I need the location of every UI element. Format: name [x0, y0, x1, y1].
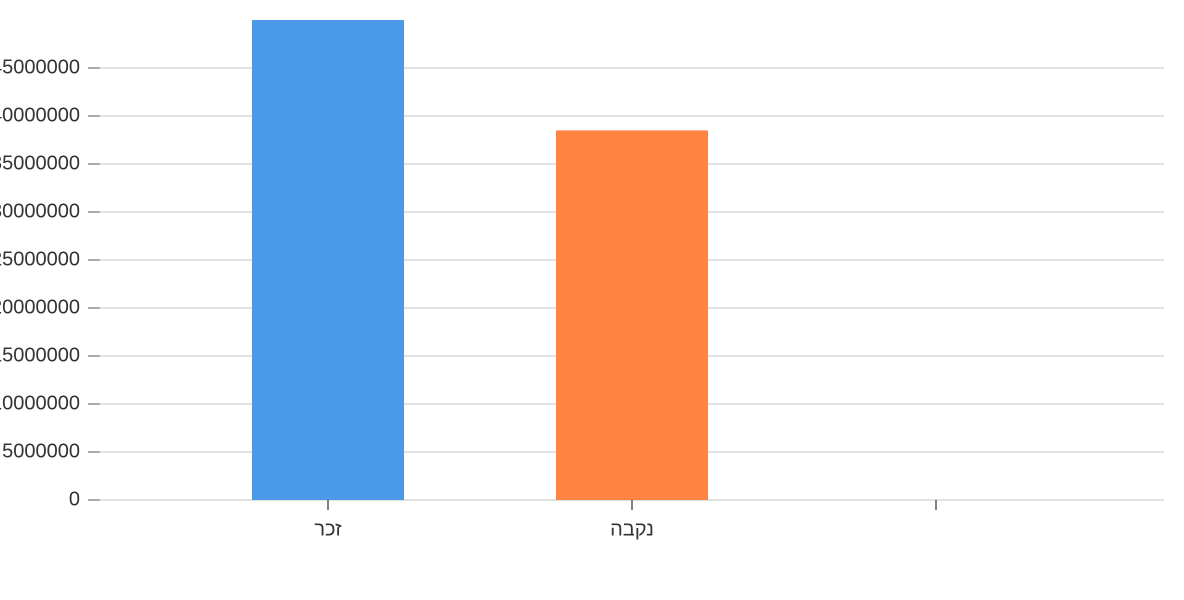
y-tick-label: 45000000	[0, 56, 80, 78]
y-tick-label: 25000000	[0, 248, 80, 270]
y-tick-label: 30000000	[0, 200, 80, 222]
y-tick-label: 20000000	[0, 296, 80, 318]
y-tick-label: 5000000	[2, 440, 80, 462]
y-tick-label: 10000000	[0, 392, 80, 414]
bar	[556, 130, 708, 500]
y-tick-label: 40000000	[0, 104, 80, 126]
y-tick-label: 15000000	[0, 344, 80, 366]
x-tick-label: נקבה	[610, 518, 654, 540]
x-tick-label: זכר	[314, 518, 342, 540]
y-tick-label: 0	[69, 488, 80, 510]
y-tick-label: 35000000	[0, 152, 80, 174]
bar	[252, 20, 404, 500]
